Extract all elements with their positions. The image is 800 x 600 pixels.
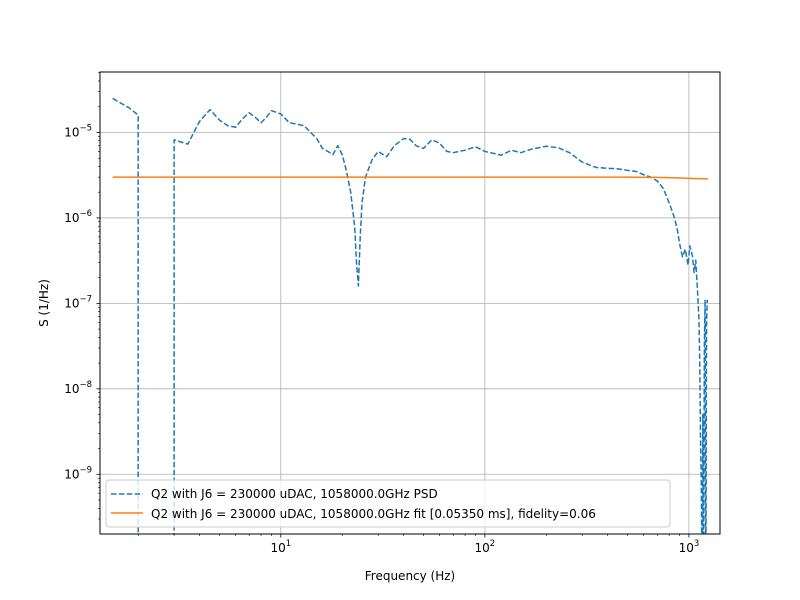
y-tick-label: 10−6 [64,209,92,225]
psd-series-line [112,97,709,534]
y-tick-label: 10−7 [64,294,92,310]
ticks [96,72,690,538]
y-tick-label: 10−8 [64,380,92,396]
legend-box [105,479,671,528]
series-layer [112,97,709,534]
x-tick-label: 103 [679,539,700,555]
legend-label-fit: Q2 with J6 = 230000 uDAC, 1058000.0GHz f… [151,507,596,521]
legend-label-psd: Q2 with J6 = 230000 uDAC, 1058000.0GHz P… [151,487,438,501]
y-tick-label: 10−5 [64,123,92,139]
fit-series-line [112,176,709,180]
grid [100,72,720,534]
tick-labels: 101 102 103 10−9 10−8 10−7 10−6 10−5 [64,123,699,555]
y-tick-label: 10−9 [64,465,92,481]
y-axis-label: S (1/Hz) [37,279,51,327]
x-tick-label: 102 [475,539,496,555]
x-axis-label: Frequency (Hz) [365,569,456,583]
x-tick-label: 101 [270,539,291,555]
legend: Q2 with J6 = 230000 uDAC, 1058000.0GHz P… [105,479,671,528]
